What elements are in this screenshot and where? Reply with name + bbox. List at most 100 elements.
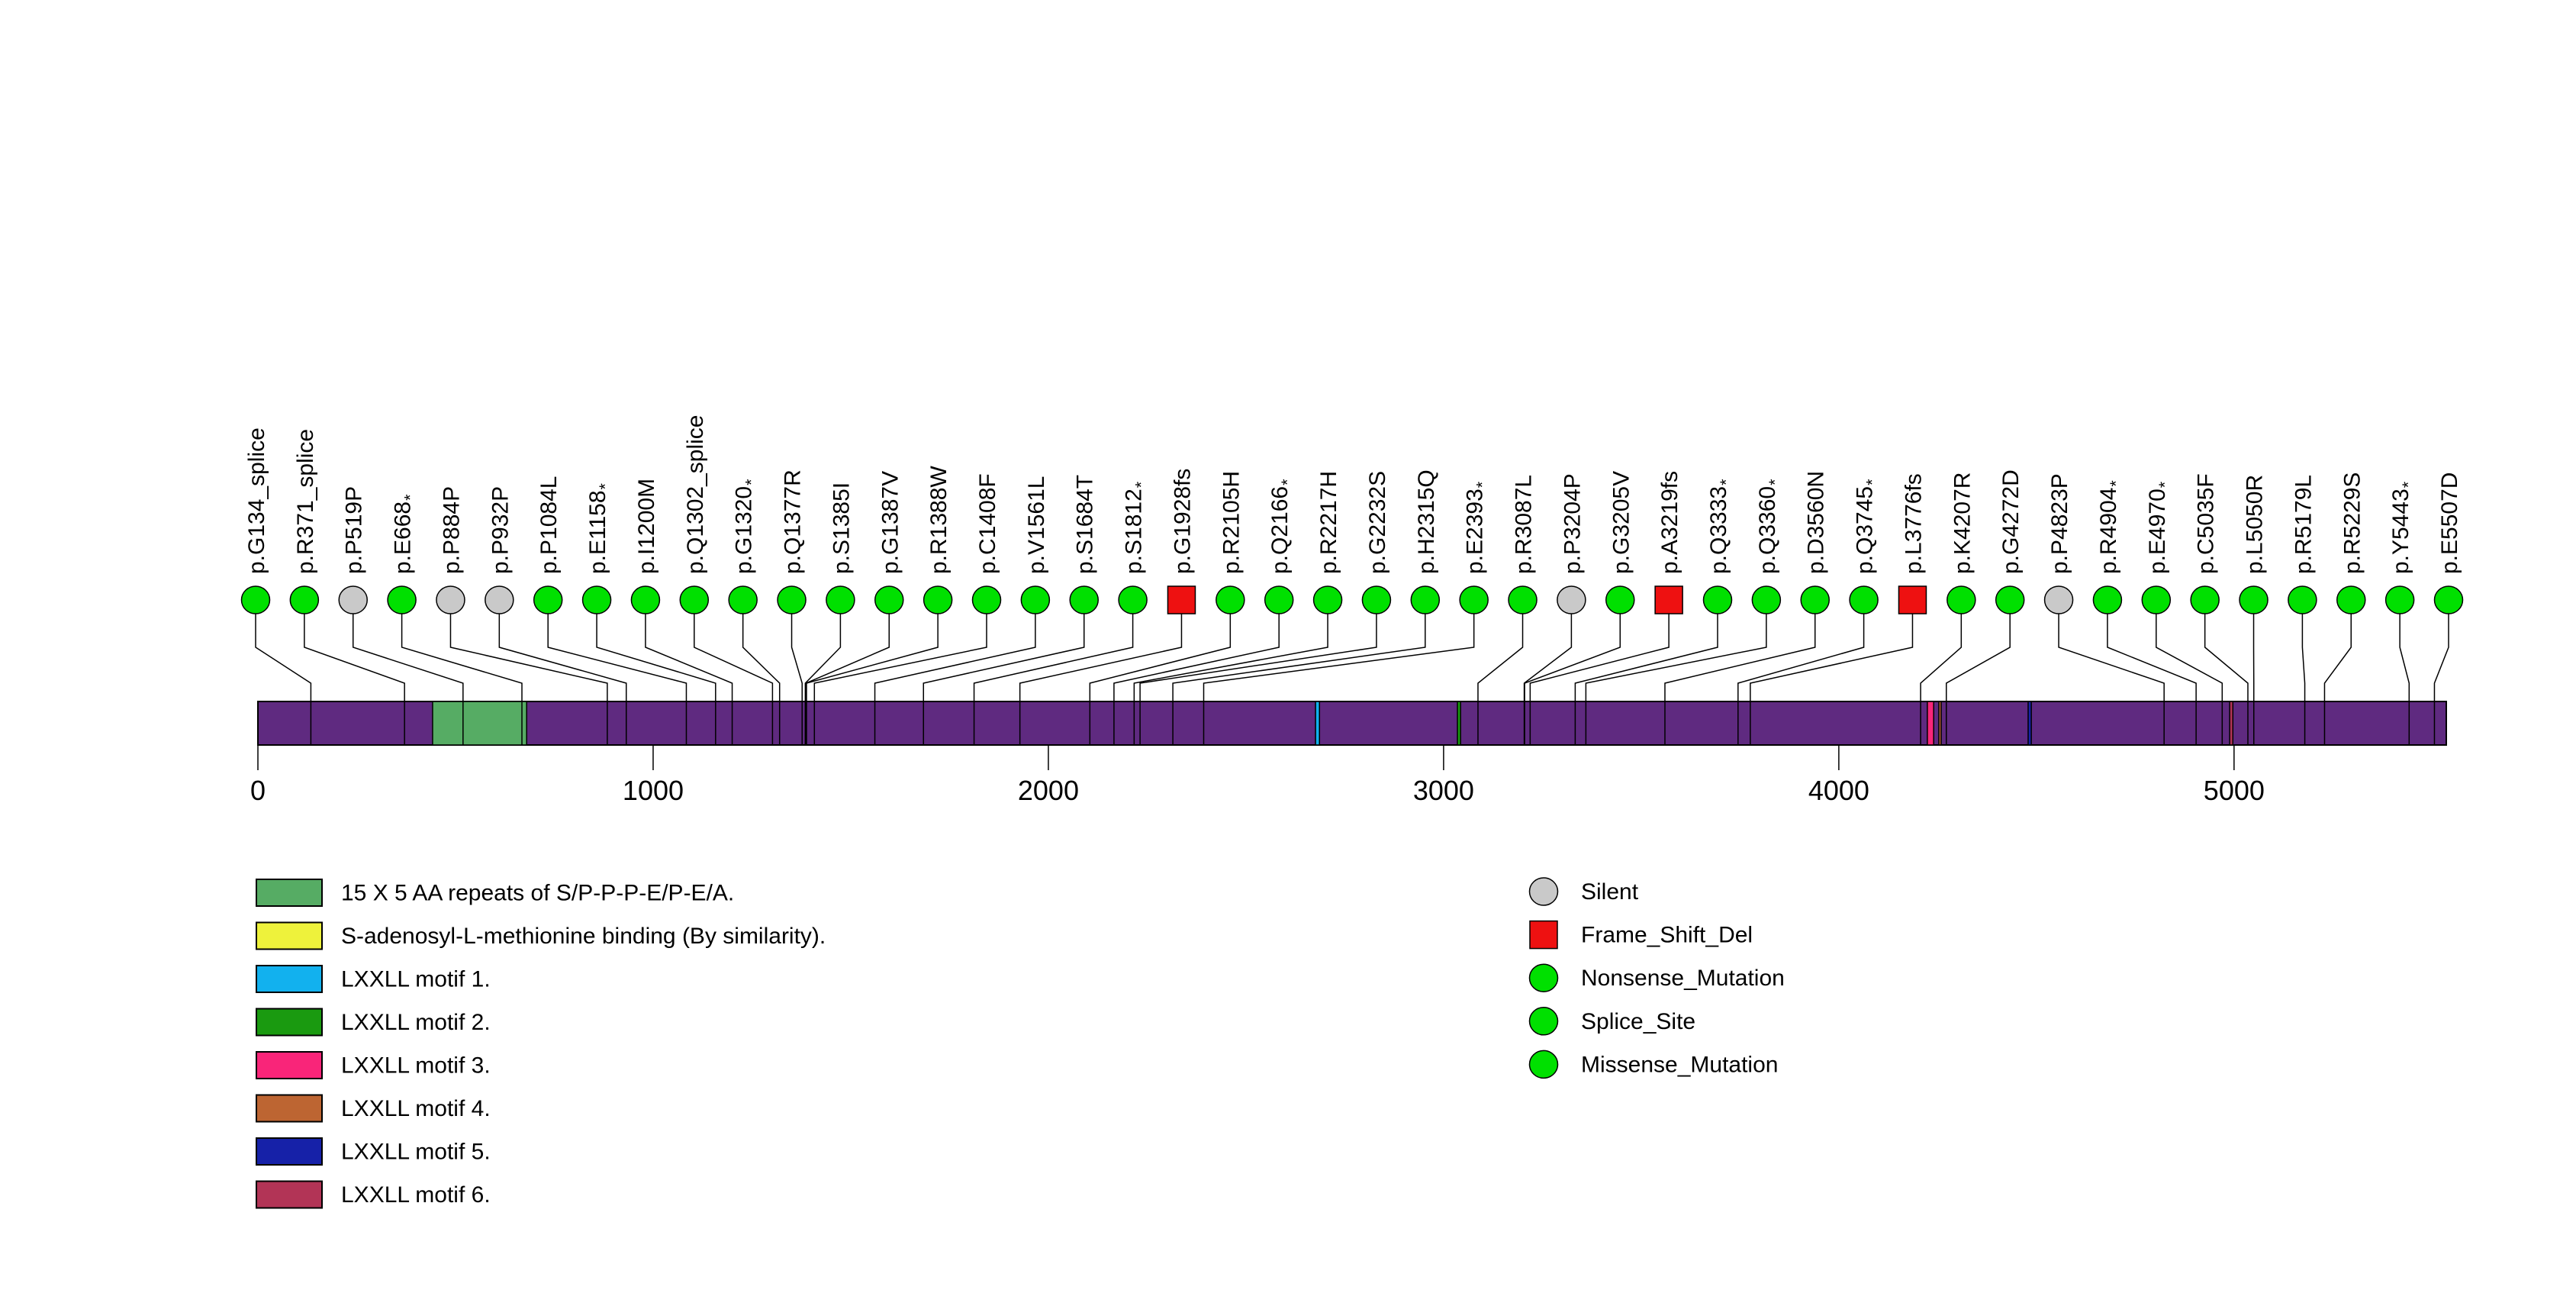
mutation-label: p.R5179L [2291,475,2316,574]
mutation-marker [1751,585,1782,614]
mutation-marker [240,585,271,614]
mutation-stem [2204,614,2249,745]
mutation-label: p.P932P [488,486,513,574]
mutation-label: p.R3087L [1512,475,1537,574]
mutation-label: p.G2232S [1365,471,1390,574]
mutation-label: p.Q1302_splice [683,415,708,574]
mutation-label: p.Q3745* [1853,479,1882,574]
domain-legend-swatch [256,1094,323,1123]
mutation-stem [1737,614,1865,745]
mutation-stem [498,614,627,745]
mutation-marker [485,585,514,614]
mutation-marker [874,585,904,614]
mutation-stem [1019,614,1183,745]
protein-backbone [257,701,2447,746]
mutation-label: p.S1385I [829,482,854,574]
mutation-label: p.G3205V [1608,471,1634,574]
mutation-marker [2336,585,2366,614]
mutation-marker [1800,585,1830,614]
type-legend-label: Frame_Shift_Del [1581,923,1753,948]
mutation-marker [533,585,563,614]
mutation-label: p.R371_splice [293,429,318,574]
mutation-stem [352,614,464,745]
mutation-label: p.E4970* [2145,481,2174,574]
mutation-label: p.V1561L [1024,476,1049,574]
type-legend-marker [1528,963,1559,992]
domain-legend-label: LXXLL motif 2. [341,1010,491,1035]
type-legend-label: Splice_Site [1581,1009,1695,1034]
mutation-label: p.P519P [342,486,367,574]
mutation-label: p.S1684T [1073,475,1098,574]
domain-legend-swatch [256,921,323,950]
mutation-label: p.E5507D [2437,472,2462,574]
axis-tick-label: 4000 [1808,775,1869,806]
mutation-label: p.Q2166* [1267,479,1296,574]
mutation-marker [1654,585,1683,614]
mutation-label: p.A3219fs [1657,471,1682,574]
mutation-stem [1524,614,1621,745]
type-legend-marker [1528,1050,1559,1079]
mutation-marker [2288,585,2317,614]
mutation-stem [973,614,1134,745]
mutation-label: p.K4207R [1950,472,1975,574]
mutation-label: p.E2393* [1463,481,1492,574]
mutation-marker [728,585,758,614]
mutation-marker [1167,585,1196,614]
mutation-marker [581,585,612,614]
mutation-label: p.S1812* [1122,481,1151,574]
mutation-label: p.Y5443* [2388,481,2417,574]
mutation-label: p.R5229S [2339,472,2365,574]
mutation-stem [1139,614,1377,745]
mutation-marker [436,585,465,614]
mutation-stem [255,614,312,745]
domain-region [1457,701,1461,746]
mutation-stem [1664,614,1816,745]
type-legend-marker [1528,877,1559,906]
mutation-stem [806,614,939,745]
axis-tick-label: 2000 [1018,775,1079,806]
mutation-marker [1702,585,1733,614]
mutation-marker [630,585,661,614]
domain-legend-swatch [256,1137,323,1166]
mutation-stem [2156,614,2223,745]
domain-region [2229,701,2234,746]
mutation-stem [547,614,687,745]
mutation-label: p.E1158* [585,482,614,574]
mutation-marker [2433,585,2464,614]
type-legend-marker [1528,1007,1559,1036]
domain-legend-label: LXXLL motif 3. [341,1053,491,1079]
type-legend-label: Silent [1581,879,1639,905]
mutation-marker [1216,585,1245,614]
mutation-label: p.G134_splice [244,427,269,574]
mutation-stem [1089,614,1232,745]
mutation-marker [2092,585,2123,614]
domain-region [432,701,527,746]
mutation-label: p.Q3360* [1755,479,1784,574]
axis-tick-label: 3000 [1413,775,1474,806]
mutation-marker [777,585,807,614]
mutation-marker [338,585,368,614]
axis-tick-label: 5000 [2204,775,2265,806]
domain-legend-swatch [256,1180,323,1209]
mutation-stem [1113,614,1280,745]
mutation-stem [2399,614,2410,745]
mutation-marker [1264,585,1294,614]
mutation-label: p.L3776fs [1901,473,1926,574]
mutation-label: p.P1084L [536,476,562,574]
mutation-stem [1172,614,1426,745]
mutation-label: p.E668* [391,494,420,574]
mutation-stem [791,614,803,745]
mutation-stem [1920,614,1963,745]
mutation-label: p.C1408F [975,473,1000,574]
mutation-label: p.R4904* [2096,480,2125,574]
domain-legend-label: LXXLL motif 5. [341,1140,491,1165]
mutation-stem [1203,614,1475,745]
domain-legend-label: LXXLL motif 6. [341,1182,491,1208]
domain-legend-swatch [256,1008,323,1037]
domain-legend-swatch [256,965,323,993]
mutation-stem [1946,614,2011,745]
domain-region [2027,701,2032,746]
domain-legend-swatch [256,879,323,907]
domain-legend-swatch [256,1051,323,1079]
